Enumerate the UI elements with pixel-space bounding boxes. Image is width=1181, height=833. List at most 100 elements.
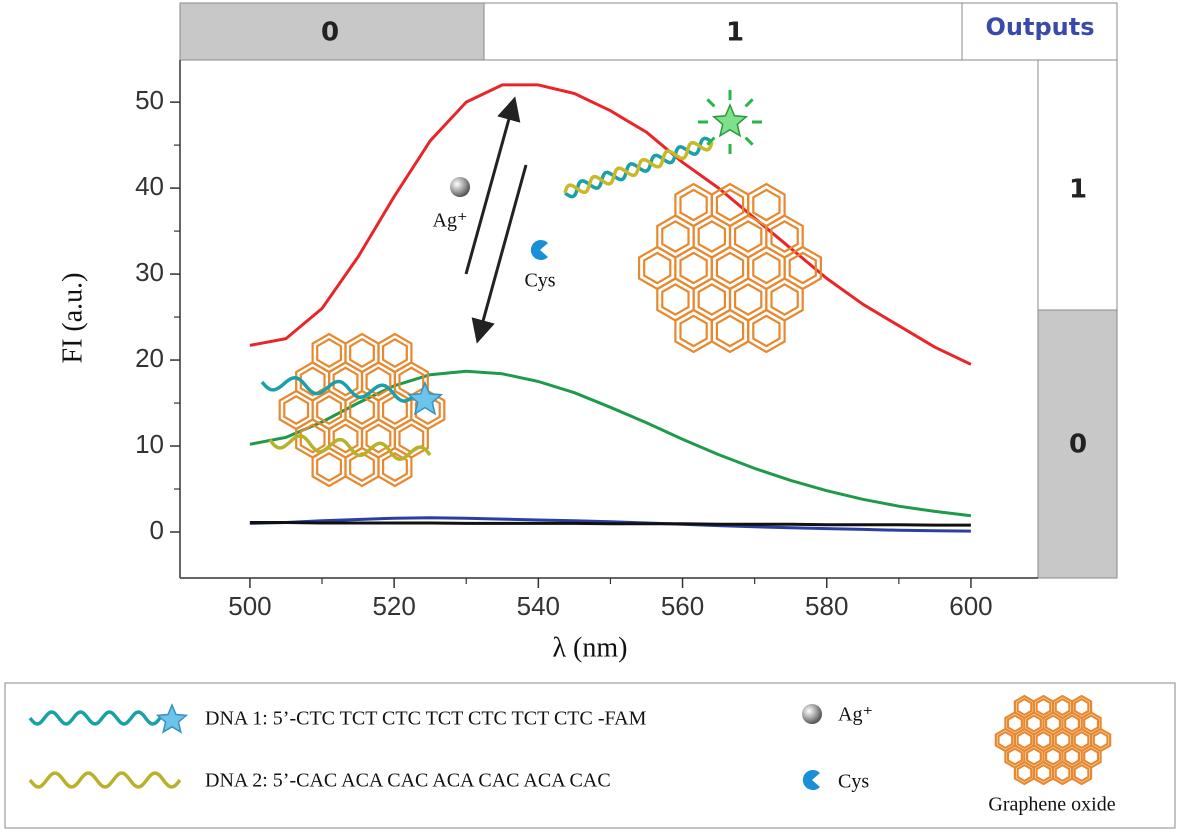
x-tick-label: 520 <box>372 591 415 621</box>
hexagon <box>1071 760 1093 786</box>
output-cell <box>1037 59 1118 311</box>
hexagon <box>1016 763 1033 783</box>
hexagon <box>770 220 799 253</box>
y-tick-label: 50 <box>135 85 164 115</box>
hexagon <box>1054 730 1071 750</box>
hexagon <box>299 423 326 454</box>
x-axis-label: λ (nm) <box>552 632 627 663</box>
arrow-up <box>464 96 521 275</box>
legend-text: Cys <box>838 771 869 793</box>
dna-strand <box>260 376 417 403</box>
hexagon <box>349 452 375 482</box>
hexagon <box>715 314 745 348</box>
hexagon <box>661 220 690 253</box>
hexagon <box>747 308 786 354</box>
hexagon <box>1026 714 1042 733</box>
hexagon <box>715 188 745 222</box>
hexagon <box>1006 714 1023 733</box>
hexagon <box>1073 763 1090 783</box>
annotation: Cys <box>524 270 555 292</box>
glow-ray <box>744 136 754 146</box>
y-axis-label: FI (a.u.) <box>57 273 88 364</box>
hexagon <box>679 188 708 222</box>
graphene-sheet <box>278 332 446 488</box>
legend-text: DNA 1: 5’-CTC TCT CTC TCT CTC TCT CTC -F… <box>205 708 647 730</box>
fluorophore <box>711 103 749 138</box>
hexagon <box>365 366 392 397</box>
hexagon <box>1083 714 1100 733</box>
hexagon <box>1035 730 1052 750</box>
series-group <box>249 83 972 533</box>
hexagon <box>752 251 781 285</box>
y-tick-label: 0 <box>150 515 164 545</box>
fluorophore <box>406 381 444 416</box>
hexagon <box>1092 730 1109 750</box>
x-tick-label: 560 <box>661 591 704 621</box>
hexagon <box>1035 763 1052 783</box>
hexagon <box>316 452 342 482</box>
outputs-cell <box>961 2 1118 61</box>
hexagon <box>997 730 1014 750</box>
hexagon <box>715 251 745 285</box>
cys-icon <box>802 769 820 791</box>
hexagon <box>349 395 375 425</box>
hexagon <box>1045 714 1061 733</box>
hexagon <box>414 395 441 425</box>
hexagon <box>349 338 375 368</box>
hexagon <box>752 314 781 348</box>
illustrations <box>450 96 548 344</box>
hexagon <box>382 338 408 368</box>
y-tick-label: 10 <box>135 429 164 459</box>
input-cell <box>179 2 485 61</box>
hexagon <box>661 283 690 316</box>
hexagon <box>697 283 726 316</box>
output-cell <box>1037 309 1118 579</box>
hexagon <box>377 446 413 488</box>
graphene-sheet <box>994 694 1112 786</box>
ag-ion <box>802 704 822 724</box>
legend-text: Ag⁺ <box>838 704 873 726</box>
cys-icon <box>530 240 548 260</box>
hexagon <box>1064 714 1080 733</box>
hexagon <box>283 395 310 425</box>
hexagon <box>1016 730 1033 750</box>
fluorophore <box>155 703 189 734</box>
hexagon <box>1073 730 1090 750</box>
dna-strand <box>28 771 182 789</box>
series-line <box>249 516 971 533</box>
hexagon <box>770 283 799 316</box>
series-line <box>249 521 971 527</box>
output-label: 0 <box>1069 430 1087 460</box>
input-label: 1 <box>726 18 744 48</box>
hexagon <box>697 220 726 253</box>
hexagon <box>1045 747 1061 766</box>
annotation: Ag⁺ <box>433 210 468 232</box>
glow-ray <box>706 136 716 146</box>
hexagon <box>1083 747 1100 766</box>
hexagon <box>299 366 326 397</box>
hexagon <box>1054 763 1071 783</box>
series-line <box>249 83 972 366</box>
hexagon <box>643 251 672 285</box>
legend-text: DNA 2: 5’-CAC ACA CAC ACA CAC ACA CAC <box>205 770 611 792</box>
hexagon <box>316 395 342 425</box>
y-tick-label: 30 <box>135 257 164 287</box>
x-tick-label: 540 <box>517 591 560 621</box>
outputs-title: Outputs <box>986 13 1095 41</box>
hexagon <box>752 188 781 222</box>
x-tick-label: 500 <box>228 591 271 621</box>
hexagon <box>382 452 408 482</box>
dna-strand <box>563 140 714 195</box>
hexagon <box>679 314 708 348</box>
dna-strand <box>268 434 432 461</box>
arrow-down <box>471 164 528 344</box>
glow-ray <box>706 98 716 108</box>
hexagon <box>1016 697 1033 717</box>
legend-text: Graphene oxide <box>988 794 1115 816</box>
output-label: 1 <box>1069 175 1087 205</box>
y-tick-label: 20 <box>135 343 164 373</box>
hexagon <box>734 220 763 253</box>
hexagon <box>332 423 359 454</box>
x-tick-label: 580 <box>805 591 848 621</box>
